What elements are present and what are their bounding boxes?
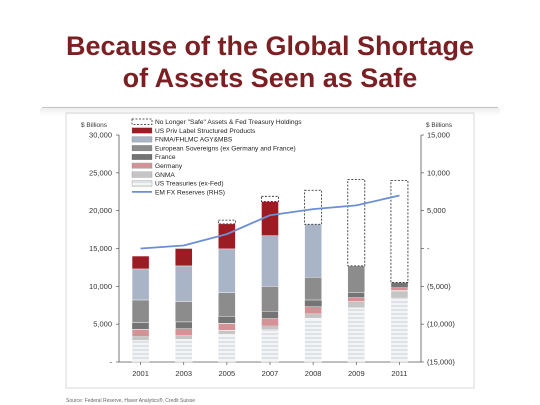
bar-segment xyxy=(131,255,150,270)
right-axis-tick-label: 15,000 xyxy=(427,131,450,140)
bar-segment xyxy=(218,333,236,363)
x-axis-tick-label: 2009 xyxy=(348,369,365,378)
legend-label: FNMA/FHLMC AGY&MBS xyxy=(155,137,233,144)
right-axis-tick-label: 10,000 xyxy=(427,168,450,177)
left-axis-tick-label: 5,000 xyxy=(93,320,112,329)
legend-label: European Sovereigns (ex Germany and Fran… xyxy=(155,145,296,152)
bar-segment xyxy=(217,219,236,225)
x-axis-tick-label: 2003 xyxy=(175,369,192,378)
bar-segment xyxy=(261,235,279,287)
bar-segment xyxy=(347,292,365,298)
slide-title-line-1: Because of the Global Shortage xyxy=(65,31,475,61)
legend-label: Germany xyxy=(155,163,183,170)
bar-segment xyxy=(261,286,279,312)
bar-segment xyxy=(131,299,150,323)
bar-segment xyxy=(261,325,279,330)
bar-segment xyxy=(218,323,236,331)
bar-segment xyxy=(131,336,150,342)
x-axis-tick-label: 2007 xyxy=(262,369,279,378)
title-divider xyxy=(42,107,498,108)
legend-label: US Priv Label Structured Products xyxy=(155,128,256,135)
legend-swatch xyxy=(131,180,153,187)
left-axis-tick-label: 30,000 xyxy=(89,131,112,140)
bar-segment xyxy=(218,330,236,335)
bar-segment xyxy=(304,313,322,319)
right-axis-tick-label: (15,000) xyxy=(427,358,455,367)
bar-segment xyxy=(390,287,409,292)
legend-label: France xyxy=(155,154,176,161)
em-fx-reserves-line xyxy=(140,194,400,250)
left-axis-tick-label: 25,000 xyxy=(89,168,112,177)
bar-segment xyxy=(261,311,279,319)
bar-segment xyxy=(131,322,150,330)
bar-segment xyxy=(261,195,279,202)
bar-segment xyxy=(175,328,193,336)
source-note: Source: Federal Reserve, Haver Analytics… xyxy=(66,398,196,404)
legend-swatch xyxy=(131,162,153,169)
legend-label: GNMA xyxy=(155,172,175,179)
bar-segment xyxy=(304,224,322,278)
bar-segment xyxy=(390,282,409,289)
bar-segment xyxy=(390,297,409,363)
title-shadow xyxy=(40,108,500,116)
x-axis-tick-label: 2008 xyxy=(305,369,322,378)
bar-segment xyxy=(347,265,365,293)
legend-swatch xyxy=(131,118,153,125)
right-axis-tick-label: 5,000 xyxy=(427,206,446,215)
bar-segment xyxy=(261,329,279,363)
bar-segment xyxy=(304,299,322,307)
bar-segment xyxy=(131,340,150,363)
left-axis-tick-label: 15,000 xyxy=(89,244,112,253)
bar-segment xyxy=(304,189,323,225)
bar-segment xyxy=(175,339,193,363)
bar-segment xyxy=(347,297,365,302)
right-axis-unit: $ Billions xyxy=(426,122,453,129)
slide-title-line-2: of Assets Seen as Safe xyxy=(122,63,418,93)
bar-segment xyxy=(304,277,322,301)
legend-label: EM FX Reserves (RHS) xyxy=(155,189,225,196)
legend-label: No Longer "Safe" Assets & Fed Treasury H… xyxy=(155,119,302,126)
right-axis-tick-label: - xyxy=(427,244,430,253)
chart-frame xyxy=(65,112,475,389)
bar-segment xyxy=(218,292,236,317)
bar-segment xyxy=(218,316,236,324)
bar-segment xyxy=(304,317,322,363)
bar-segment xyxy=(261,318,279,326)
x-axis-tick-label: 2001 xyxy=(132,369,149,378)
bar-segment xyxy=(390,290,409,298)
legend-swatch xyxy=(131,154,153,160)
bar-segment xyxy=(175,301,193,323)
slide-title: Because of the Global Shortage of Assets… xyxy=(0,30,540,94)
bar-segment xyxy=(175,335,193,340)
bar-segment xyxy=(175,265,193,302)
bar-segment xyxy=(304,306,322,314)
bar-segment xyxy=(175,321,193,329)
bar-segment xyxy=(131,268,150,301)
legend-swatch xyxy=(131,127,153,134)
bar-segment xyxy=(390,179,409,283)
x-axis-tick-label: 2005 xyxy=(219,369,236,378)
legend-label: US Treasuries (ex-Fed) xyxy=(155,181,224,188)
left-axis-tick-label: 10,000 xyxy=(89,282,112,291)
legend-swatch xyxy=(131,171,153,178)
right-axis-tick-label: (10,000) xyxy=(427,320,455,329)
x-axis-tick-label: 2011 xyxy=(391,369,407,378)
bar-segment xyxy=(218,248,236,293)
left-axis-unit: $ Billions xyxy=(81,122,108,129)
bar-segment xyxy=(347,179,366,267)
bar-segment xyxy=(131,329,150,337)
legend-swatch xyxy=(131,136,153,143)
legend-swatch xyxy=(131,145,153,152)
bar-segment xyxy=(347,301,365,308)
right-axis-tick-label: (5,000) xyxy=(427,282,451,291)
bar-segment xyxy=(347,307,365,363)
left-axis-tick-label: - xyxy=(110,358,113,367)
bar-segment xyxy=(175,248,193,267)
left-axis-tick-label: 20,000 xyxy=(89,206,112,215)
